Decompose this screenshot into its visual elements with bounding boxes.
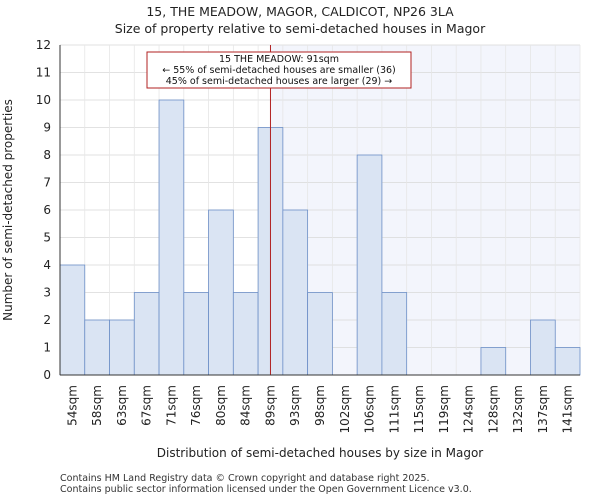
footer-line-1: Contains HM Land Registry data © Crown c… — [60, 473, 430, 484]
y-tick-label: 10 — [36, 93, 51, 107]
annotation-line-3: 45% of semi-detached houses are larger (… — [166, 76, 393, 87]
x-tick-label: 115sqm — [412, 385, 426, 433]
x-tick-label: 89sqm — [263, 385, 277, 426]
chart-subtitle: Size of property relative to semi-detach… — [114, 21, 486, 36]
x-tick-label: 141sqm — [561, 385, 575, 433]
bar-54sqm — [59, 264, 86, 376]
x-tick-label: 93sqm — [288, 385, 302, 426]
annotation-box: 15 THE MEADOW: 91sqm ← 55% of semi-detac… — [146, 51, 412, 89]
axes — [59, 45, 580, 376]
bar-137sqm — [530, 319, 556, 376]
x-tick-label: 58sqm — [90, 385, 104, 426]
y-tick-label: 5 — [43, 231, 51, 245]
y-tick-label: 0 — [43, 368, 51, 382]
x-tick-label: 124sqm — [462, 385, 476, 433]
annotation-line-1: 15 THE MEADOW: 91sqm — [219, 54, 339, 65]
x-tick-label: 111sqm — [387, 385, 401, 433]
x-tick-label: 119sqm — [437, 385, 451, 433]
y-tick-label: 9 — [43, 121, 51, 135]
x-tick-labels: 54sqm 58sqm 63sqm 67sqm 71sqm 76sqm 80sqm 84sqm… — [65, 385, 574, 433]
y-tick-label: 11 — [36, 66, 51, 80]
y-tick-label: 7 — [43, 176, 51, 190]
y-tick-label: 12 — [36, 38, 51, 52]
x-tick-label: 106sqm — [363, 385, 377, 433]
x-tick-label: 67sqm — [140, 385, 154, 426]
x-tick-label: 76sqm — [189, 385, 203, 426]
x-tick-label: 137sqm — [536, 385, 550, 433]
x-tick-label: 98sqm — [313, 385, 327, 426]
bar-98sqm — [307, 292, 333, 376]
y-tick-label: 6 — [43, 203, 51, 217]
x-tick-label: 63sqm — [115, 385, 129, 426]
y-tick-label: 8 — [43, 148, 51, 162]
bar-63sqm — [109, 319, 135, 376]
y-axis-label: Number of semi-detached properties — [1, 99, 15, 321]
bar-76sqm — [183, 292, 209, 376]
bar-106sqm — [356, 154, 383, 376]
y-tick-label: 3 — [43, 286, 51, 300]
x-tick-label: 102sqm — [338, 385, 352, 433]
bar-141sqm — [554, 347, 581, 376]
bar-111sqm — [381, 292, 408, 376]
x-axis-label: Distribution of semi-detached houses by … — [157, 446, 484, 460]
x-tick-label: 71sqm — [164, 385, 178, 426]
bar-84sqm — [232, 292, 259, 376]
x-tick-label: 84sqm — [239, 385, 253, 426]
x-tick-label: 54sqm — [65, 385, 79, 426]
y-tick-label: 2 — [43, 313, 51, 327]
x-tick-label: 128sqm — [486, 385, 500, 433]
x-tick-label: 80sqm — [214, 385, 228, 426]
bar-58sqm — [84, 319, 110, 376]
y-tick-label: 1 — [43, 341, 51, 355]
chart-title: 15, THE MEADOW, MAGOR, CALDICOT, NP26 3L… — [146, 4, 454, 19]
x-tick-label: 132sqm — [511, 385, 525, 433]
bar-71sqm — [158, 99, 185, 376]
bar-128sqm — [480, 347, 507, 376]
footer-line-2: Contains public sector information licen… — [60, 484, 472, 495]
bar-67sqm — [133, 292, 160, 376]
bar-93sqm — [282, 209, 309, 376]
bar-80sqm — [208, 209, 234, 376]
annotation-line-2: ← 55% of semi-detached houses are smalle… — [162, 65, 396, 76]
y-tick-label: 4 — [43, 258, 51, 272]
